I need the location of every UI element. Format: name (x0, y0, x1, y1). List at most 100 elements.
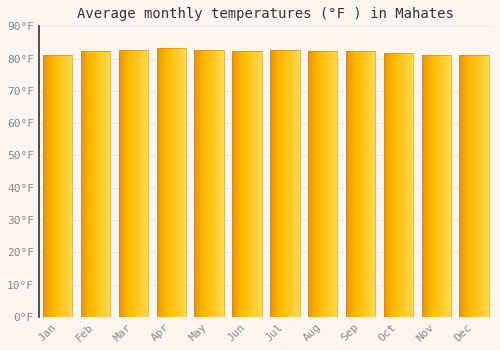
Bar (90, 51, 91, 317)
Bar (486, 55, 488, 317)
Bar (204, 49, 206, 317)
Bar (409, 53, 410, 317)
Bar (194, 49, 224, 317)
Bar (208, 49, 209, 317)
Bar (351, 51, 352, 317)
Bar (485, 55, 486, 317)
Bar (464, 55, 466, 317)
Bar (96, 51, 97, 317)
Bar (83, 51, 84, 317)
Bar (411, 53, 412, 317)
Bar (207, 49, 208, 317)
Bar (357, 51, 358, 317)
Bar (448, 55, 449, 317)
Bar (54, 55, 55, 317)
Bar (156, 48, 158, 317)
Bar (50, 55, 51, 317)
Bar (319, 51, 320, 317)
Bar (128, 50, 129, 317)
Bar (354, 51, 356, 317)
Bar (259, 51, 260, 317)
Bar (436, 55, 437, 317)
Bar (59, 55, 60, 317)
Bar (270, 50, 300, 317)
Bar (372, 51, 373, 317)
Bar (215, 49, 216, 317)
Bar (71, 55, 72, 317)
Bar (101, 51, 102, 317)
Bar (389, 53, 390, 317)
Bar (403, 53, 404, 317)
Bar (242, 51, 244, 317)
Bar (325, 51, 326, 317)
Bar (199, 49, 200, 317)
Bar (69, 55, 70, 317)
Bar (463, 55, 464, 317)
Bar (94, 51, 95, 317)
Bar (477, 55, 478, 317)
Bar (460, 55, 489, 317)
Bar (124, 50, 126, 317)
Bar (299, 50, 300, 317)
Bar (82, 51, 83, 317)
Bar (445, 55, 446, 317)
Bar (239, 51, 240, 317)
Bar (70, 55, 71, 317)
Bar (320, 51, 321, 317)
Bar (176, 48, 177, 317)
Bar (158, 48, 160, 317)
Bar (270, 50, 271, 317)
Bar (281, 50, 282, 317)
Bar (287, 50, 288, 317)
Bar (46, 55, 48, 317)
Bar (183, 48, 184, 317)
Bar (396, 53, 397, 317)
Bar (144, 50, 146, 317)
Bar (308, 51, 310, 317)
Bar (384, 53, 385, 317)
Bar (292, 50, 293, 317)
Bar (245, 51, 246, 317)
Bar (86, 51, 88, 317)
Bar (410, 53, 411, 317)
Bar (470, 55, 471, 317)
Bar (65, 55, 66, 317)
Bar (424, 55, 425, 317)
Bar (311, 51, 312, 317)
Bar (64, 55, 65, 317)
Bar (127, 50, 128, 317)
Bar (370, 51, 371, 317)
Bar (406, 53, 408, 317)
Bar (220, 49, 221, 317)
Bar (318, 51, 319, 317)
Bar (169, 48, 170, 317)
Bar (397, 53, 398, 317)
Bar (274, 50, 276, 317)
Bar (480, 55, 481, 317)
Bar (317, 51, 318, 317)
Bar (252, 51, 253, 317)
Bar (488, 55, 489, 317)
Bar (471, 55, 472, 317)
Bar (321, 51, 322, 317)
Bar (400, 53, 402, 317)
Bar (62, 55, 63, 317)
Bar (234, 51, 235, 317)
Bar (253, 51, 254, 317)
Bar (273, 50, 274, 317)
Bar (121, 50, 122, 317)
Bar (472, 55, 474, 317)
Bar (222, 49, 223, 317)
Bar (348, 51, 349, 317)
Bar (326, 51, 327, 317)
Bar (461, 55, 462, 317)
Bar (366, 51, 367, 317)
Bar (213, 49, 214, 317)
Bar (130, 50, 131, 317)
Bar (398, 53, 399, 317)
Bar (276, 50, 278, 317)
Bar (196, 49, 198, 317)
Bar (314, 51, 316, 317)
Bar (140, 50, 141, 317)
Bar (167, 48, 168, 317)
